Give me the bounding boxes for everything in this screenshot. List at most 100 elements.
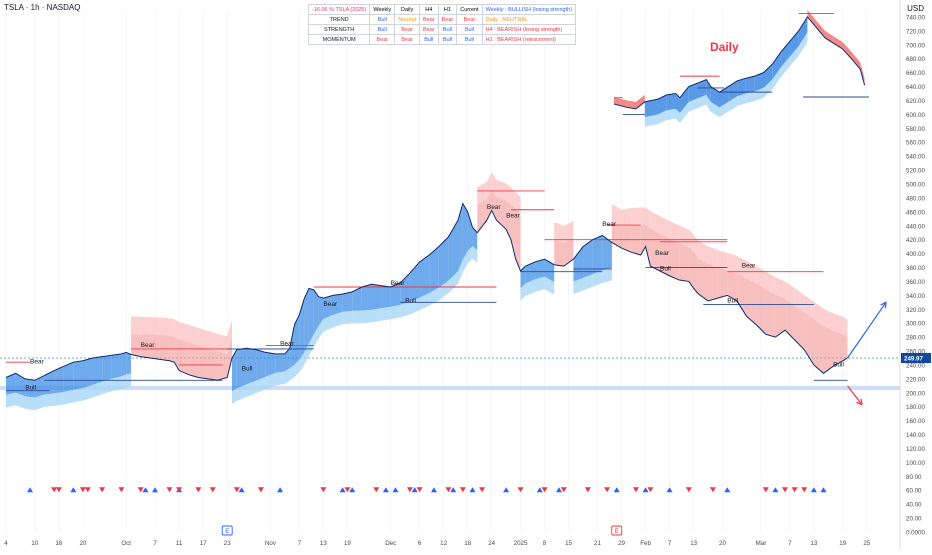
bull-band [323,314,333,332]
price-tick-label: 700.00 [906,42,925,49]
dashboard-cell: Bull [437,34,458,45]
bull-label: Bull [833,361,844,368]
bull-label: Bull [660,265,671,272]
col-h4: H4 [419,4,439,15]
bull-fill [544,259,555,283]
time-tick-label: 18 [464,540,471,547]
bear-fill [506,200,511,240]
bull-band [6,392,16,408]
price-tick-label: 640.00 [906,84,925,91]
bull-fill [429,246,439,294]
bear-band [217,333,228,354]
bull-fill [289,324,295,369]
trend-dashboard: -16.06 % TSLA (2025) Weekly Daily H4 H1 … [307,4,577,45]
bull-fill [381,285,391,309]
bear-band [717,250,728,271]
bull-fill [390,282,401,307]
price-tick-label: 260.00 [906,349,925,356]
bull-band [246,380,257,398]
inset-bear-fill [635,94,645,109]
time-tick-label: 7 [298,540,302,547]
buy-signal-icon [724,487,731,493]
bull-band [313,326,319,347]
bull-band [371,308,382,323]
bull-fill [448,220,459,281]
time-tick-label: 19 [839,540,846,547]
bear-fill [650,228,660,271]
time-tick-label: 15 [565,540,572,547]
dashboard-cell: Bear [394,24,420,35]
inset-bull-band [737,93,746,107]
inset-bull-fill [710,86,720,108]
bull-band [299,352,305,373]
bull-band [438,280,449,301]
sell-signal-icon [118,487,125,493]
bull-fill [308,288,314,344]
bull-band [472,246,478,263]
inset-bull-band [781,56,790,77]
projection-down-arrow-head [856,398,863,406]
weekly-note: Weekly : BULLISH (losing strength) [481,4,577,15]
bull-band [525,279,535,297]
time-tick-label: Dec [385,540,396,547]
bear-fill [698,258,709,301]
bear-band [736,255,747,279]
buy-signal-icon [27,487,34,493]
sell-signal-icon [632,487,639,493]
bull-band [573,277,584,294]
bull-band [15,392,26,409]
col-h1: H1 [437,4,458,15]
bear-band [554,221,564,244]
price-tick-label: 500.00 [906,182,925,189]
daily-inset: Daily [613,10,869,127]
inset-bull-fill [789,30,799,57]
time-tick-label: 16 [55,540,62,547]
sell-signal-icon [791,487,798,493]
bull-band [361,309,372,324]
bull-fill [592,235,603,275]
dashboard-cell: Bear [419,14,439,25]
current-price-value: 249.97 [904,356,923,363]
price-tick-label: 620.00 [906,98,925,105]
sell-signal-icon [84,487,91,493]
bear-fill [207,348,218,381]
time-tick-label: 2025 [514,540,528,547]
bull-band [265,373,276,390]
buy-signal-icon [142,487,149,493]
bull-fill [15,373,26,397]
buy-signal-icon [613,487,620,493]
time-tick-label: 13 [320,540,327,547]
dashboard-row-label: MOMENTUM [307,34,371,45]
dashboard-cell: Neutral [394,14,420,25]
inset-bull-fill [666,93,676,111]
price-tick-label: 220.00 [906,376,925,383]
price-tick-label: 240.00 [906,362,925,369]
dashboard-cell: Bear [456,14,483,25]
time-tick-label: 24 [488,540,495,547]
inset-bull-band [772,67,782,90]
projection-down-arrow [847,385,863,405]
bear-fill [159,334,170,361]
bear-band [727,252,737,274]
sell-signal-icon [99,487,106,493]
inset-bull-band [710,101,720,118]
bull-fill [275,353,285,374]
bull-fill [246,348,257,385]
bull-label: Bull [25,384,36,391]
bull-band [467,246,473,264]
inset-bull-fill [763,64,773,88]
price-series [5,202,848,381]
bear-band [515,191,521,215]
bull-band [462,251,468,273]
sell-signal-icon [79,487,86,493]
buy-signal-icon [277,487,284,493]
bear-fill [227,337,233,378]
bull-fill [34,375,45,398]
sell-signal-icon [233,487,240,493]
sell-signal-icon [801,487,808,493]
dashboard-cell: Bear [437,14,458,25]
bear-label: Bear [323,301,338,308]
bear-band [150,317,160,335]
bull-fill [458,203,463,272]
